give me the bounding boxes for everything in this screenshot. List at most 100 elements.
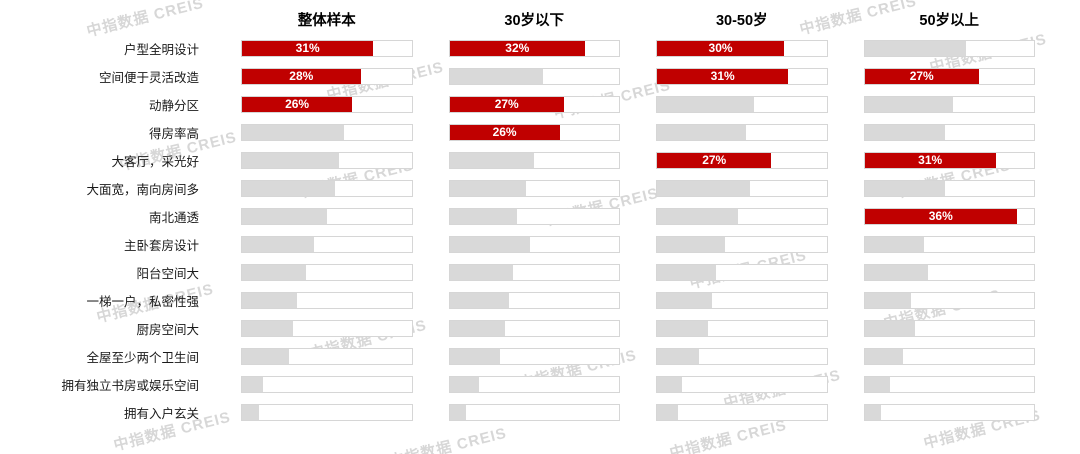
bar-track [656, 207, 828, 225]
bar-track [656, 347, 828, 365]
bar-track [863, 319, 1035, 337]
chart-row: 拥有入户玄关 [8, 398, 1035, 426]
housing-preference-bar-chart: 整体样本 30岁以下 30-50岁 50岁以上 户型全明设计 31% 32% 30% 空… [8, 6, 1035, 426]
bar [864, 404, 882, 420]
category-label: 大面宽，南向房间多 [86, 182, 199, 197]
highlighted-bar: 30% [657, 40, 785, 56]
bar-track [448, 67, 620, 85]
chart-row: 得房率高 26% [8, 118, 1035, 146]
watermark: 中指数据 CREIS [387, 424, 509, 454]
bar-track: 32% [448, 39, 620, 57]
bar-track [656, 403, 828, 421]
bar-track [241, 375, 413, 393]
bar-track: 27% [863, 67, 1035, 85]
bar-track: 27% [448, 95, 620, 113]
bar [242, 124, 344, 140]
bar [242, 264, 306, 280]
bar [657, 292, 713, 308]
chart-row: 全屋至少两个卫生间 [8, 342, 1035, 370]
chart-row: 主卧套房设计 [8, 230, 1035, 258]
bar-track [241, 123, 413, 141]
bar-track [656, 291, 828, 309]
bar-track [448, 235, 620, 253]
bar [864, 124, 945, 140]
bar-track: 28% [241, 67, 413, 85]
highlighted-bar: 27% [864, 68, 979, 84]
bar-track [863, 403, 1035, 421]
category-label: 主卧套房设计 [123, 238, 199, 253]
bar [242, 376, 264, 392]
bar-track [863, 95, 1035, 113]
bar-track [863, 179, 1035, 197]
bar-value-label: 31% [710, 69, 735, 83]
bar [242, 152, 340, 168]
bar-track [863, 39, 1035, 57]
chart-row: 空间便于灵活改造 28% 31% 27% [8, 62, 1035, 90]
chart-row: 动静分区 26% 27% [8, 90, 1035, 118]
chart-row: 南北通透 36% [8, 202, 1035, 230]
category-label: 厨房空间大 [136, 322, 199, 337]
category-label: 南北通透 [148, 210, 199, 225]
bar [449, 376, 480, 392]
bar [449, 208, 518, 224]
chart-row: 阳台空间大 [8, 258, 1035, 286]
bar-track [241, 291, 413, 309]
bar-track [241, 207, 413, 225]
bar-track [448, 375, 620, 393]
bar [657, 264, 717, 280]
bar [657, 208, 738, 224]
column-header-under-30: 30岁以下 [504, 12, 565, 29]
bar [242, 348, 289, 364]
bar-track [656, 179, 828, 197]
bar-value-label: 28% [289, 69, 314, 83]
highlighted-bar: 26% [242, 96, 353, 112]
bar [657, 236, 725, 252]
highlighted-bar: 27% [449, 96, 564, 112]
bar-track [656, 319, 828, 337]
category-label: 拥有入户玄关 [123, 406, 199, 421]
bar-track [656, 263, 828, 281]
bar [242, 208, 327, 224]
bar-track [241, 179, 413, 197]
bar-value-label: 27% [702, 153, 727, 167]
bar-track [448, 347, 620, 365]
bar-track [448, 319, 620, 337]
highlighted-bar: 31% [657, 68, 789, 84]
bar-value-label: 27% [494, 97, 519, 111]
bar [864, 320, 916, 336]
highlighted-bar: 32% [449, 40, 586, 56]
bar-track [448, 151, 620, 169]
bar [657, 404, 679, 420]
bar [242, 236, 315, 252]
bar-track [241, 151, 413, 169]
category-label: 得房率高 [148, 126, 199, 141]
bar-value-label: 26% [285, 97, 310, 111]
chart-rows: 户型全明设计 31% 32% 30% 空间便于灵活改造 28% 31% 27% 动静分区 26% 2… [8, 34, 1035, 426]
bar [242, 320, 293, 336]
bar [657, 124, 746, 140]
highlighted-bar: 36% [864, 208, 1018, 224]
bar [242, 292, 298, 308]
bar-track: 31% [863, 151, 1035, 169]
bar [449, 320, 505, 336]
bar [449, 236, 530, 252]
bar-track: 26% [241, 95, 413, 113]
bar-track: 26% [448, 123, 620, 141]
bar [449, 152, 535, 168]
bar-track [863, 291, 1035, 309]
chart-row: 大客厅，采光好 27% 31% [8, 146, 1035, 174]
bar [864, 292, 912, 308]
chart-row: 户型全明设计 31% 32% 30% [8, 34, 1035, 62]
bar [449, 348, 501, 364]
column-headers: 整体样本 30岁以下 30-50岁 50岁以上 [8, 6, 1035, 32]
bar-value-label: 31% [295, 41, 320, 55]
bar-track [863, 263, 1035, 281]
bar-track [863, 235, 1035, 253]
bar [864, 40, 967, 56]
bar-track [448, 403, 620, 421]
highlighted-bar: 28% [242, 68, 361, 84]
bar [657, 180, 751, 196]
category-label: 全屋至少两个卫生间 [86, 350, 199, 365]
bar-value-label: 32% [505, 41, 530, 55]
